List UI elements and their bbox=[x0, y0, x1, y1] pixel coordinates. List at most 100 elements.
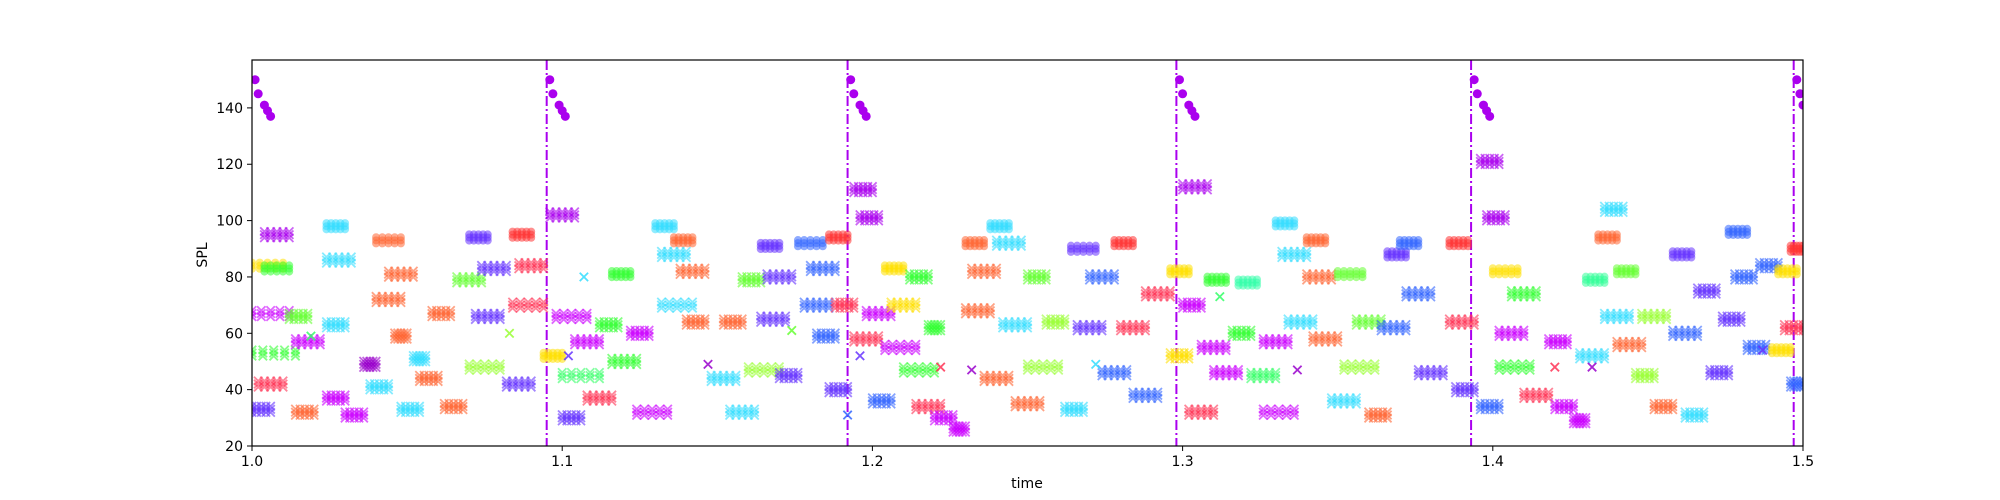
note-marker bbox=[1030, 359, 1041, 369]
note-marker bbox=[1667, 398, 1678, 409]
note-marker bbox=[1667, 401, 1678, 412]
note-marker bbox=[1698, 407, 1709, 417]
note-marker bbox=[780, 311, 791, 321]
note-marker bbox=[867, 181, 878, 192]
note-marker bbox=[786, 269, 797, 279]
note-marker bbox=[402, 328, 412, 338]
note-marker bbox=[515, 300, 526, 310]
note-marker bbox=[910, 339, 921, 350]
note-marker bbox=[1246, 328, 1256, 339]
note-marker bbox=[495, 311, 505, 322]
note-marker bbox=[806, 236, 815, 245]
onset-marker bbox=[1178, 89, 1188, 99]
note-cluster bbox=[1599, 201, 1628, 218]
note-cluster bbox=[1183, 404, 1219, 421]
note-marker bbox=[1022, 359, 1033, 369]
note-cluster bbox=[260, 261, 294, 276]
note-cluster bbox=[465, 230, 492, 245]
note-cluster bbox=[1506, 285, 1542, 302]
note-marker bbox=[523, 300, 533, 310]
note-marker bbox=[1152, 387, 1163, 398]
note-marker bbox=[1798, 322, 1803, 333]
note-marker bbox=[538, 257, 549, 268]
note-marker bbox=[309, 407, 319, 418]
note-cluster bbox=[1667, 325, 1703, 342]
note-marker bbox=[275, 305, 285, 316]
x-axis-label: time bbox=[1011, 476, 1043, 492]
note-marker bbox=[1723, 364, 1734, 375]
note-marker bbox=[655, 407, 665, 418]
note-marker bbox=[1059, 314, 1070, 324]
onset-marker bbox=[1795, 89, 1803, 99]
note-marker bbox=[1121, 364, 1132, 375]
note-marker bbox=[1649, 370, 1659, 381]
note-cluster bbox=[799, 297, 834, 314]
note-marker bbox=[687, 297, 698, 307]
note-marker bbox=[495, 359, 505, 369]
note-marker bbox=[472, 362, 482, 372]
y-tick-label: 40 bbox=[225, 383, 243, 399]
note-cluster bbox=[389, 328, 412, 345]
note-cluster bbox=[1084, 269, 1120, 285]
note-marker bbox=[1509, 362, 1520, 372]
note-cluster bbox=[606, 353, 642, 370]
note-cluster bbox=[979, 370, 1014, 387]
note-marker bbox=[842, 410, 853, 420]
note-cluster bbox=[966, 263, 1002, 280]
note-marker bbox=[1079, 241, 1088, 250]
note-marker bbox=[830, 331, 841, 341]
note-cluster bbox=[724, 404, 760, 421]
note-cluster bbox=[1110, 236, 1137, 251]
note-marker bbox=[1289, 404, 1300, 414]
note-marker bbox=[800, 236, 809, 245]
note-cluster bbox=[1258, 333, 1293, 350]
onset-marks bbox=[252, 75, 1803, 121]
note-marker bbox=[487, 362, 498, 372]
note-marker bbox=[278, 376, 288, 386]
note-marker bbox=[679, 300, 690, 310]
note-marker bbox=[272, 261, 281, 270]
note-cluster bbox=[879, 339, 921, 356]
note-marker bbox=[1266, 404, 1276, 414]
note-marker bbox=[1358, 267, 1367, 276]
note-cluster bbox=[762, 269, 797, 285]
note-marker bbox=[731, 373, 741, 384]
plot-area bbox=[252, 60, 1803, 446]
note-marker bbox=[1501, 264, 1510, 273]
note-marker bbox=[1091, 241, 1100, 250]
x-axis-ticks: 1.0 1.1 1.2 1.3 1.4 1.5 bbox=[241, 446, 1814, 470]
note-cluster bbox=[1115, 319, 1151, 336]
note-cluster bbox=[743, 361, 785, 378]
note-cluster bbox=[607, 267, 635, 282]
note-marker bbox=[679, 297, 690, 307]
note-marker bbox=[1090, 359, 1101, 370]
note-cluster bbox=[867, 392, 896, 409]
note-cluster bbox=[1649, 398, 1678, 415]
note-cluster bbox=[501, 376, 537, 392]
note-marker bbox=[793, 236, 802, 245]
note-cluster bbox=[656, 246, 692, 263]
note-marker bbox=[346, 252, 357, 262]
note-marker bbox=[886, 392, 896, 403]
note-marker bbox=[1382, 410, 1393, 420]
note-cluster bbox=[986, 219, 1013, 234]
note-marker bbox=[766, 361, 777, 372]
note-cluster bbox=[1488, 264, 1522, 279]
axes bbox=[251, 59, 1804, 447]
note-marker bbox=[780, 314, 791, 325]
note-marker bbox=[775, 238, 784, 247]
note-marker bbox=[948, 409, 958, 420]
note-marker bbox=[1757, 345, 1768, 356]
note-marker bbox=[341, 219, 350, 228]
note-marker bbox=[1624, 311, 1635, 322]
note-cluster bbox=[706, 370, 741, 387]
note-marker bbox=[1636, 336, 1647, 347]
note-marker bbox=[346, 255, 357, 265]
note-marker bbox=[1600, 272, 1609, 281]
note-cluster bbox=[1550, 398, 1579, 415]
note-marker bbox=[873, 209, 884, 220]
note-marker bbox=[1494, 156, 1504, 167]
note-marker bbox=[315, 333, 326, 344]
note-marker bbox=[1246, 325, 1256, 336]
y-tick-label: 140 bbox=[216, 101, 243, 117]
